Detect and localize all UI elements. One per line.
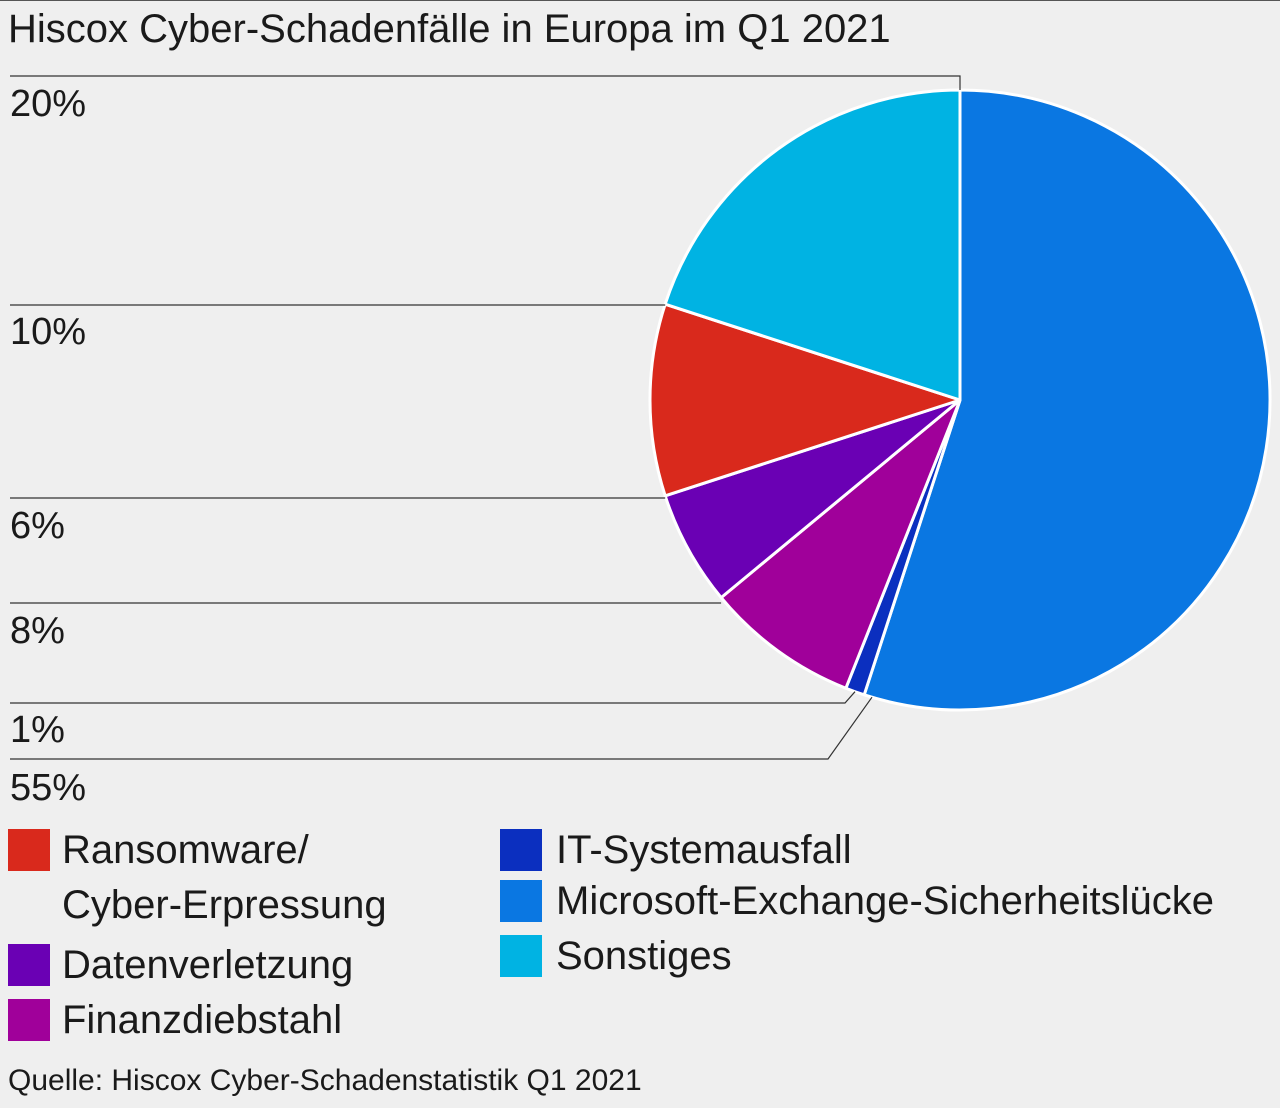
legend-label-microsoft-exchange: Microsoft-Exchange-Sicherheitslücke — [556, 879, 1215, 923]
legend-label-ransomware-line2: Cyber-Erpressung — [62, 883, 387, 927]
data-label-finanzdiebstahl: 8% — [10, 610, 65, 652]
pie-slice-microsoft-exchange-sicherheitsl-cke — [862, 88, 1272, 712]
pie-slice-sonstiges — [663, 88, 962, 402]
pie-chart: 20% 10% 6% 8% 1% 55% — [10, 75, 1272, 809]
legend-swatch-it-systemausfall — [500, 829, 542, 871]
legend-label-datenverletzung: Datenverletzung — [62, 943, 354, 987]
chart-title: Hiscox Cyber-Schadenfälle in Europa im Q… — [8, 7, 891, 51]
legend-swatch-ransomware — [8, 829, 50, 871]
legend-label-sonstiges: Sonstiges — [556, 934, 732, 978]
legend-label-finanzdiebstahl: Finanzdiebstahl — [62, 998, 343, 1042]
source-note: Quelle: Hiscox Cyber-Schadenstatistik Q1… — [8, 1064, 642, 1097]
leader-line-sonstiges — [10, 75, 961, 90]
top-rule — [0, 0, 1280, 1]
legend-label-it-systemausfall: IT-Systemausfall — [556, 828, 852, 872]
legend-swatch-sonstiges — [500, 935, 542, 977]
data-label-microsoft-exchange-sicherheitsl-cke: 55% — [10, 767, 86, 809]
leader-line-it-systemausfall — [10, 691, 856, 704]
pie-slice-finanzdiebstahl — [719, 398, 962, 690]
legend-swatch-datenverletzung — [8, 944, 50, 986]
data-label-sonstiges: 20% — [10, 83, 86, 125]
legend-swatch-microsoft-exchange — [500, 880, 542, 922]
data-label-ransomware-cyber-erpressung: 10% — [10, 311, 86, 353]
data-label-it-systemausfall: 1% — [10, 709, 65, 751]
legend-swatch-finanzdiebstahl — [8, 999, 50, 1041]
data-label-datenverletzung: 6% — [10, 505, 65, 547]
legend-label-ransomware-line1: Ransomware/ — [62, 828, 309, 872]
pie-slice-ransomware-cyber-erpressung — [648, 302, 962, 498]
leader-line-microsoft-exchange-sicherheitsl-cke — [10, 696, 873, 760]
